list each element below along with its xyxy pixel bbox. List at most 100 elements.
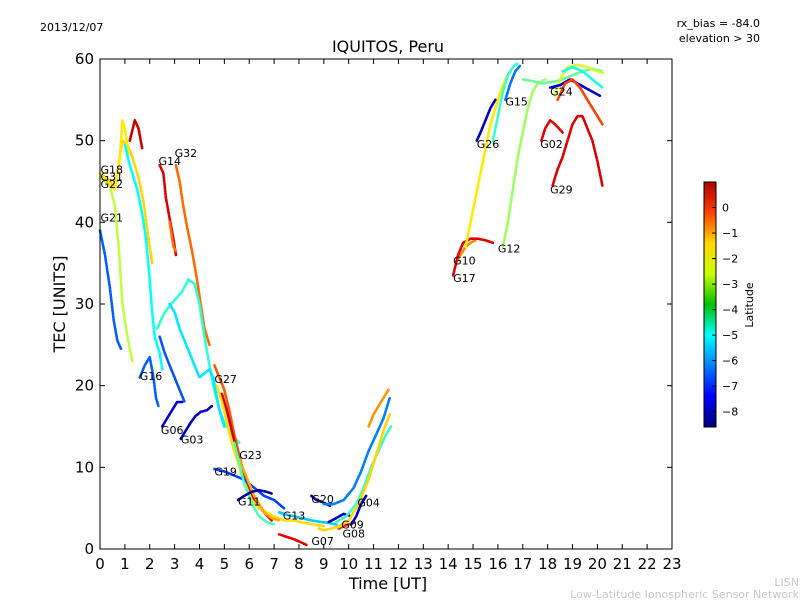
colorbar-tick-label: −6 (722, 355, 738, 368)
y-tick-label: 50 (75, 132, 94, 150)
satellite-track-g18 (98, 139, 154, 265)
x-tick-label: 19 (563, 555, 582, 573)
satellite-track-35 (464, 70, 512, 249)
satellite-track-4 (123, 143, 164, 371)
x-tick-label: 8 (294, 555, 304, 573)
satellite-label-g09: G09 (341, 519, 364, 532)
x-tick-label: 15 (463, 555, 482, 573)
x-tick-label: 6 (244, 555, 254, 573)
satellite-track-g16 (138, 355, 160, 408)
x-tick-label: 12 (389, 555, 408, 573)
satellite-track-g04 (349, 494, 368, 526)
plot-frame (99, 58, 673, 550)
colorbar-tick-label: −5 (722, 329, 738, 342)
satellite-track-40 (521, 67, 604, 85)
date-label: 2013/12/07 (40, 21, 103, 34)
satellite-label-g06: G06 (161, 424, 184, 437)
satellite-track-g07 (277, 532, 308, 547)
satellite-label-g14: G14 (158, 155, 181, 168)
x-tick-label: 3 (170, 555, 180, 573)
satellite-label-g21: G21 (100, 211, 123, 224)
satellite-track-g02 (540, 119, 564, 142)
colorbar-tick-label: −7 (722, 380, 738, 393)
x-tick-label: 11 (364, 555, 383, 573)
rx-bias-label: rx_bias = -84.0 (677, 17, 760, 30)
satellite-track-30 (334, 425, 393, 524)
satellite-track-17 (215, 384, 326, 528)
x-tick-label: 17 (513, 555, 532, 573)
x-tick-label: 5 (220, 555, 230, 573)
y-tick-label: 60 (75, 50, 94, 68)
series-layer (98, 61, 604, 547)
x-tick-label: 13 (414, 555, 433, 573)
chart-title: IQUITOS, Peru (332, 37, 444, 56)
colorbar-tick-label: −3 (722, 278, 738, 291)
satellite-track-g21 (98, 229, 123, 351)
satellite-track-g15 (504, 64, 522, 102)
satellite-label-g32: G32 (175, 147, 198, 160)
satellite-label-g13: G13 (283, 510, 306, 523)
satellite-label-g27: G27 (214, 373, 237, 386)
x-tick-label: 10 (339, 555, 358, 573)
satellite-track-32 (367, 388, 390, 428)
satellite-track-29 (322, 396, 392, 506)
satellite-track-39 (491, 61, 520, 142)
satellite-label-g04: G04 (357, 496, 380, 509)
satellite-label-g23: G23 (239, 449, 262, 462)
colorbar-tick-label: −2 (722, 253, 738, 266)
satellite-track-g06 (160, 400, 184, 428)
satellite-track-g26 (475, 98, 497, 142)
colorbar-tick-label: 0 (722, 202, 729, 215)
y-tick-label: 30 (75, 295, 94, 313)
satellite-label-g22: G22 (100, 178, 123, 191)
satellite-label-g02: G02 (540, 138, 563, 151)
y-axis-label: TEC [UNITS] (50, 256, 69, 354)
satellite-label-g12: G12 (498, 242, 521, 255)
colorbar-tick-label: −8 (722, 406, 738, 419)
x-tick-label: 22 (638, 555, 657, 573)
satellite-track-11 (168, 302, 226, 428)
satellite-label-g29: G29 (550, 184, 573, 197)
x-tick-label: 23 (662, 555, 681, 573)
x-tick-label: 18 (538, 555, 557, 573)
satellite-track-g29 (551, 114, 604, 187)
satellite-track-8 (168, 221, 178, 253)
satellite-label-g31: G31 (100, 171, 123, 184)
satellite-label-g18: G18 (100, 163, 123, 176)
satellite-label-g15: G15 (505, 95, 528, 108)
x-tick-label: 16 (488, 555, 507, 573)
satellite-label-g17: G17 (453, 272, 476, 285)
satellite-track-12 (158, 335, 186, 404)
satellite-label-g11: G11 (238, 496, 261, 509)
satellite-track-g17 (451, 237, 495, 277)
footer-network: Low-Latitude Ionospheric Sensor Network (570, 588, 799, 600)
satellite-label-g16: G16 (140, 370, 163, 383)
elevation-label: elevation > 30 (679, 32, 760, 45)
axis-ticks: 0 1 2 3 4 5 6 7 8 9 10 11 12 13 14 15 16 17 18 19 20 21 22 2301… (75, 50, 682, 573)
satellite-label-g24: G24 (550, 86, 573, 99)
x-tick-label: 9 (319, 555, 329, 573)
y-tick-label: 10 (75, 458, 94, 476)
satellite-label-g10: G10 (453, 255, 476, 268)
x-tick-label: 14 (439, 555, 458, 573)
satellite-track-g32 (174, 163, 211, 347)
y-tick-label: 20 (75, 377, 94, 395)
x-tick-label: 7 (269, 555, 279, 573)
satellite-track-g23 (238, 457, 281, 522)
y-tick-label: 0 (84, 540, 94, 558)
footer-org: LISN (774, 576, 799, 589)
satellite-label-g07: G07 (311, 535, 334, 548)
satellite-track-41 (553, 63, 604, 98)
satellite-track-31 (337, 412, 392, 529)
colorbar (703, 181, 717, 428)
satellite-track-g13 (277, 510, 338, 526)
satellite-label-g20: G20 (311, 493, 334, 506)
colorbar-tick-label: −1 (722, 227, 738, 240)
satellite-track-5 (128, 119, 144, 151)
colorbar-ticks: 0 −1 −2 −3 −4 −5 −6 −7 −8 (712, 202, 738, 419)
satellite-track-g22 (98, 119, 130, 191)
colorbar-tick-label: −4 (722, 304, 738, 317)
satellite-track-g12 (501, 78, 547, 249)
